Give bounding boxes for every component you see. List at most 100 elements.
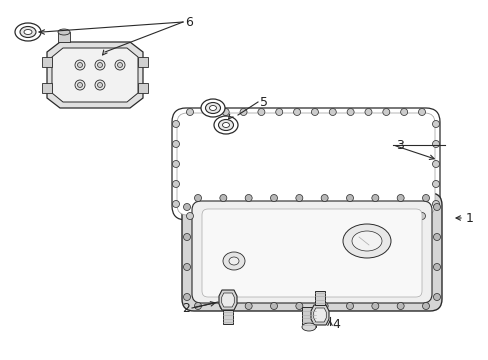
Ellipse shape (418, 212, 425, 220)
Ellipse shape (214, 116, 238, 134)
Text: 1: 1 (465, 212, 473, 225)
Ellipse shape (311, 212, 318, 220)
Polygon shape (58, 32, 70, 42)
Ellipse shape (346, 302, 353, 310)
Ellipse shape (431, 180, 439, 188)
Ellipse shape (194, 194, 201, 202)
Polygon shape (314, 291, 325, 305)
Ellipse shape (20, 27, 36, 37)
Ellipse shape (172, 140, 179, 148)
Ellipse shape (431, 140, 439, 148)
Ellipse shape (422, 302, 428, 310)
Polygon shape (223, 310, 232, 324)
Ellipse shape (15, 23, 41, 41)
Ellipse shape (222, 122, 229, 127)
Ellipse shape (172, 180, 179, 188)
Text: 2: 2 (182, 302, 190, 315)
Ellipse shape (346, 212, 353, 220)
Ellipse shape (270, 194, 277, 202)
Ellipse shape (172, 121, 179, 127)
Ellipse shape (240, 212, 246, 220)
Ellipse shape (77, 63, 82, 68)
Ellipse shape (97, 63, 102, 68)
Polygon shape (42, 57, 52, 67)
Ellipse shape (172, 201, 179, 207)
Ellipse shape (222, 212, 229, 220)
Ellipse shape (75, 80, 85, 90)
Ellipse shape (117, 63, 122, 68)
Ellipse shape (24, 30, 32, 35)
Ellipse shape (396, 194, 404, 202)
Polygon shape (138, 83, 148, 93)
Ellipse shape (396, 302, 404, 310)
Polygon shape (42, 83, 52, 93)
Ellipse shape (97, 82, 102, 87)
Ellipse shape (293, 108, 300, 116)
FancyBboxPatch shape (192, 201, 431, 303)
Ellipse shape (433, 264, 440, 270)
Ellipse shape (244, 194, 252, 202)
Ellipse shape (346, 108, 353, 116)
Ellipse shape (220, 302, 226, 310)
Ellipse shape (382, 212, 389, 220)
Ellipse shape (418, 108, 425, 116)
Text: 3: 3 (395, 139, 403, 152)
Polygon shape (313, 308, 325, 322)
Ellipse shape (371, 194, 378, 202)
Ellipse shape (204, 212, 211, 220)
Ellipse shape (201, 99, 224, 117)
Ellipse shape (321, 194, 327, 202)
Ellipse shape (295, 302, 302, 310)
Ellipse shape (95, 60, 105, 70)
Ellipse shape (58, 29, 70, 35)
Text: 4: 4 (331, 319, 339, 332)
Ellipse shape (302, 323, 315, 331)
Ellipse shape (293, 212, 300, 220)
Polygon shape (138, 57, 148, 67)
Ellipse shape (222, 108, 229, 116)
Ellipse shape (172, 161, 179, 167)
Ellipse shape (204, 108, 211, 116)
Ellipse shape (433, 203, 440, 211)
Ellipse shape (431, 201, 439, 207)
Ellipse shape (431, 161, 439, 167)
Ellipse shape (209, 105, 216, 111)
Ellipse shape (270, 302, 277, 310)
Ellipse shape (220, 194, 226, 202)
Ellipse shape (400, 212, 407, 220)
Polygon shape (219, 290, 237, 310)
Ellipse shape (77, 82, 82, 87)
Ellipse shape (95, 80, 105, 90)
Ellipse shape (115, 60, 125, 70)
Ellipse shape (433, 234, 440, 240)
Polygon shape (302, 307, 315, 327)
Polygon shape (47, 42, 142, 108)
Ellipse shape (295, 194, 302, 202)
Ellipse shape (194, 302, 201, 310)
Ellipse shape (244, 302, 252, 310)
Ellipse shape (223, 252, 244, 270)
Ellipse shape (275, 212, 282, 220)
Ellipse shape (422, 194, 428, 202)
Ellipse shape (186, 212, 193, 220)
Ellipse shape (275, 108, 282, 116)
Ellipse shape (205, 103, 220, 113)
Ellipse shape (218, 120, 233, 131)
FancyBboxPatch shape (182, 193, 441, 311)
Ellipse shape (431, 121, 439, 127)
Polygon shape (52, 48, 138, 102)
Ellipse shape (382, 108, 389, 116)
Ellipse shape (351, 231, 381, 251)
Ellipse shape (183, 203, 190, 211)
Polygon shape (221, 293, 234, 307)
Ellipse shape (328, 108, 336, 116)
Ellipse shape (328, 212, 336, 220)
Text: 6: 6 (184, 15, 192, 28)
Ellipse shape (433, 293, 440, 301)
Ellipse shape (364, 212, 371, 220)
Ellipse shape (342, 224, 390, 258)
Ellipse shape (257, 212, 264, 220)
Ellipse shape (228, 257, 239, 265)
Ellipse shape (75, 60, 85, 70)
Ellipse shape (364, 108, 371, 116)
